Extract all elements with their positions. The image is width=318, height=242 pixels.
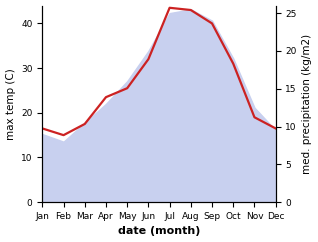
- X-axis label: date (month): date (month): [118, 227, 200, 236]
- Y-axis label: med. precipitation (kg/m2): med. precipitation (kg/m2): [302, 34, 313, 174]
- Y-axis label: max temp (C): max temp (C): [5, 68, 16, 140]
